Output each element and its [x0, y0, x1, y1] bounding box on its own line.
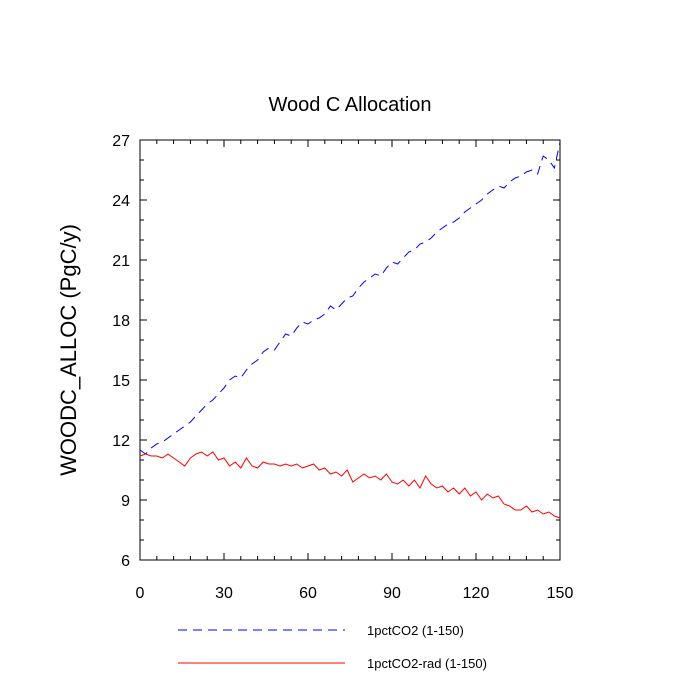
plot-frame: [139, 139, 561, 561]
series-line-2: [139, 451, 561, 519]
x-tick-label: 60: [299, 585, 317, 602]
x-tick-label: 90: [383, 585, 401, 602]
y-tick-label: 9: [121, 493, 130, 510]
legend: 1pctCO2 (1-150) 1pctCO2-rad (1-150): [178, 623, 487, 671]
x-tick-label: 120: [463, 585, 490, 602]
x-tick-label: 30: [215, 585, 233, 602]
legend-label: 1pctCO2-rad (1-150): [367, 656, 487, 671]
y-tick-label: 12: [112, 433, 130, 450]
x-tick-label: 0: [136, 585, 145, 602]
axis-tick-labels: 0 30 60 90 120 150 6 9 12 15 18 21 24 27: [112, 133, 573, 602]
y-tick-label: 24: [112, 193, 130, 210]
axis-ticks: [139, 139, 561, 561]
x-tick-label: 150: [547, 585, 574, 602]
legend-label: 1pctCO2 (1-150): [367, 623, 464, 638]
y-tick-label: 27: [112, 133, 130, 150]
y-tick-label: 21: [112, 253, 130, 270]
y-axis-label: WOODC_ALLOC (PgC/y): [56, 224, 81, 476]
y-tick-label: 6: [121, 553, 130, 570]
y-tick-label: 15: [112, 373, 130, 390]
legend-item-1: 1pctCO2 (1-150): [178, 623, 464, 638]
chart-title: Wood C Allocation: [268, 94, 431, 116]
series-line-1: [139, 141, 561, 455]
legend-item-2: 1pctCO2-rad (1-150): [178, 656, 487, 671]
series-lines: [139, 141, 561, 519]
y-tick-label: 18: [112, 313, 130, 330]
